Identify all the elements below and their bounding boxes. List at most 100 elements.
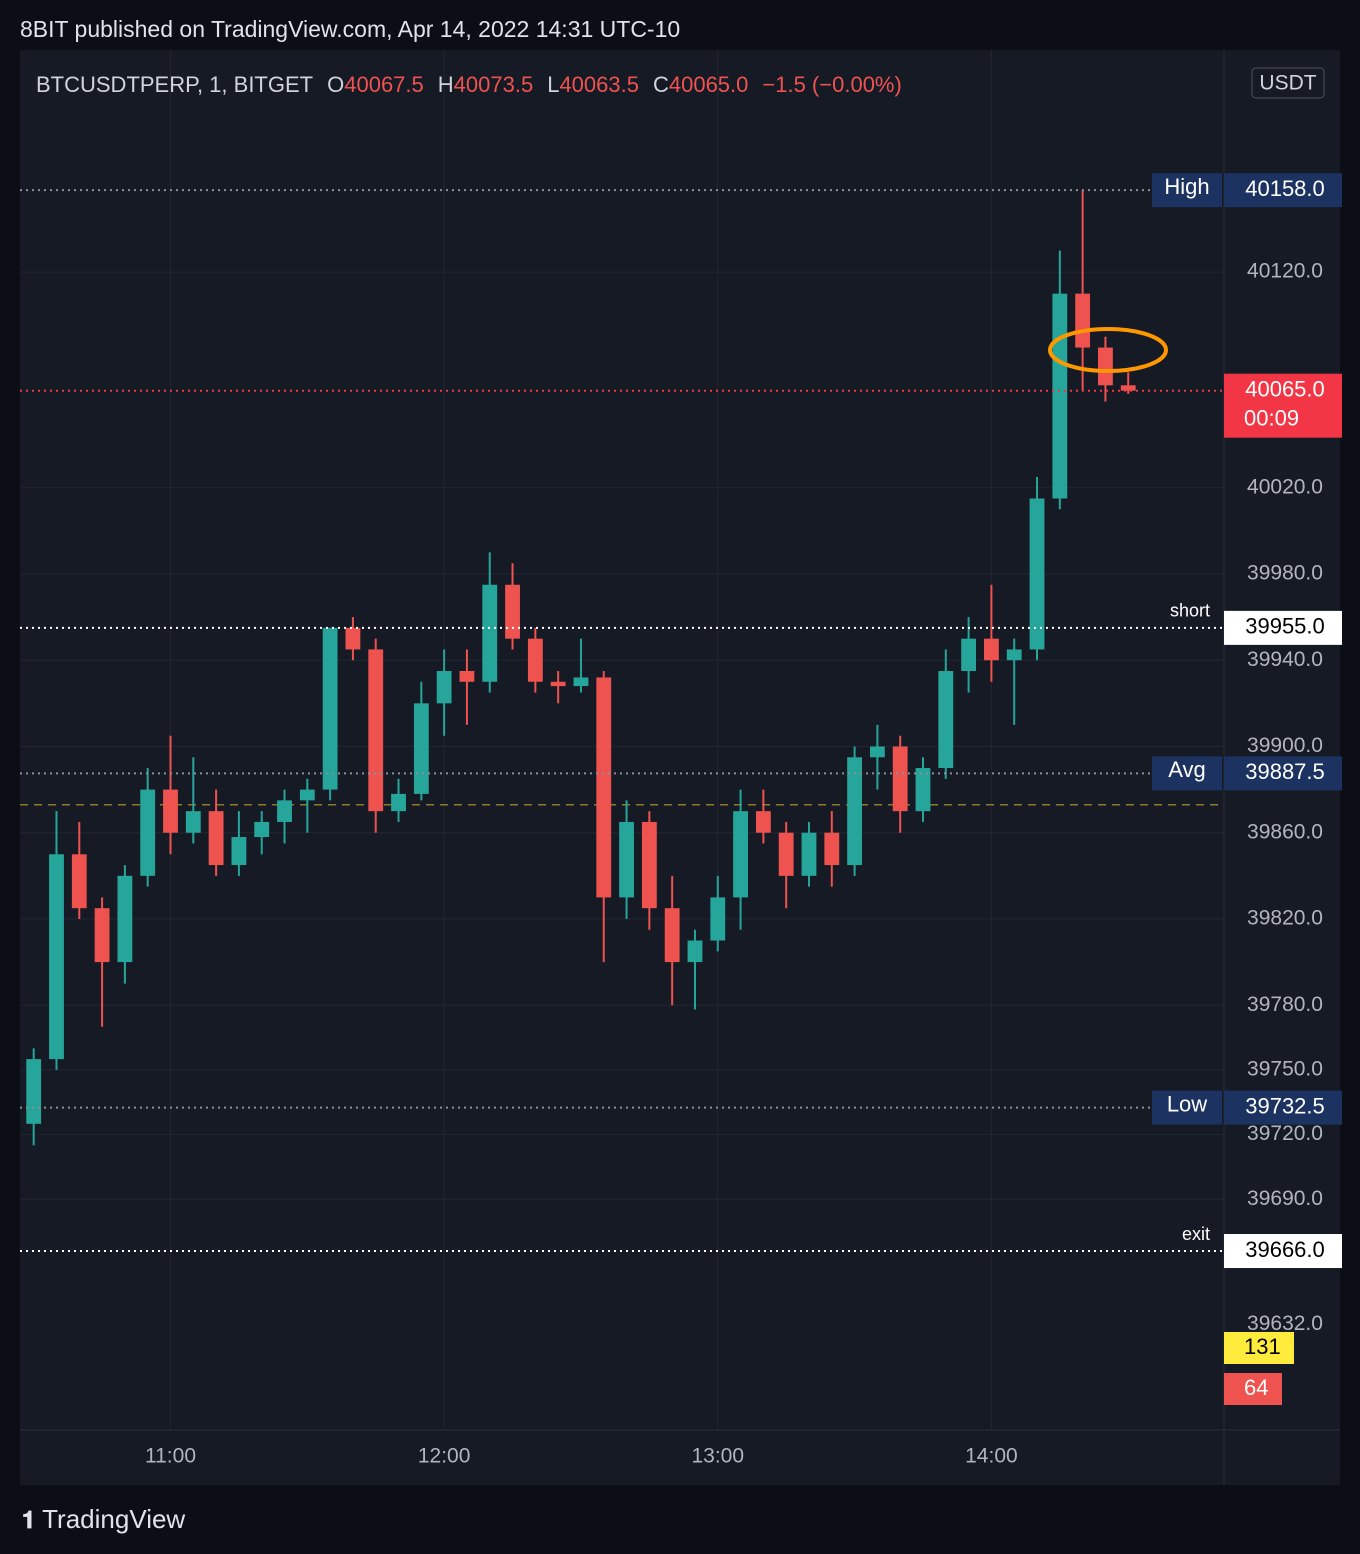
- level-name-badge: [1152, 1090, 1222, 1125]
- volume-badge: [1224, 1332, 1294, 1364]
- ohlc-value: 40067.5: [344, 72, 424, 97]
- candle-body: [687, 940, 703, 963]
- candle-body: [1098, 347, 1113, 386]
- candle-body: [1052, 293, 1068, 499]
- x-tick-label: 13:00: [691, 1445, 744, 1468]
- level-value: 39955.0: [1245, 614, 1325, 639]
- candle-body: [505, 584, 520, 639]
- candle-body: [94, 908, 110, 963]
- volume-label: 131: [1244, 1334, 1281, 1359]
- y-tick-label: 39900.0: [1247, 734, 1323, 757]
- y-tick-label: 39940.0: [1247, 648, 1323, 671]
- y-tick-label: 39980.0: [1247, 562, 1323, 585]
- candle-body: [824, 832, 840, 866]
- x-tick-label: 12:00: [418, 1445, 471, 1468]
- candle-body: [550, 681, 566, 687]
- candle-body: [140, 789, 156, 876]
- level-name: short: [1170, 601, 1210, 621]
- candle-body: [322, 627, 338, 790]
- candle-body: [938, 671, 954, 769]
- level-badge: [1224, 756, 1342, 791]
- level-value: 40065.0: [1245, 377, 1325, 402]
- currency-badge: [1251, 67, 1325, 99]
- level-badge: [1224, 1090, 1342, 1125]
- level-name: High: [1164, 174, 1209, 199]
- y-tick-label: 40020.0: [1247, 475, 1323, 498]
- candle-body: [163, 789, 178, 833]
- candle-body: [778, 832, 794, 876]
- y-tick-label: 39820.0: [1247, 907, 1323, 930]
- candle-body: [733, 811, 748, 898]
- candle-body: [664, 908, 680, 963]
- y-tick-label: 39860.0: [1247, 820, 1323, 843]
- candle-body: [1120, 385, 1136, 391]
- level-value: 39732.5: [1245, 1093, 1325, 1118]
- ohlc-value: 40063.5: [559, 72, 639, 97]
- candle-body: [254, 821, 270, 838]
- x-tick-label: 14:00: [965, 1445, 1018, 1468]
- chart-background: [20, 50, 1340, 1485]
- highlight-ellipse: [1048, 327, 1168, 373]
- y-tick-label: 40120.0: [1247, 260, 1323, 283]
- candle-body: [1029, 498, 1045, 650]
- candle-body: [277, 800, 292, 822]
- candle-body: [1006, 649, 1022, 661]
- level-countdown: 00:09: [1244, 406, 1299, 431]
- y-tick-label: 39632.0: [1247, 1312, 1323, 1335]
- candle-body: [527, 638, 543, 682]
- candle-body: [71, 854, 87, 909]
- level-badge: [1224, 173, 1342, 208]
- level-name: Low: [1167, 1091, 1207, 1116]
- candle-body: [413, 703, 429, 794]
- level-badge: [1224, 1234, 1342, 1269]
- candle-body: [436, 671, 452, 704]
- level-name-badge: [1152, 173, 1222, 208]
- y-tick-label: 39750.0: [1247, 1057, 1323, 1080]
- level-value: 39666.0: [1245, 1237, 1325, 1262]
- x-tick-label: 11:00: [145, 1445, 196, 1468]
- brand: 𝟏 TradingView: [22, 1504, 186, 1534]
- candle-body: [641, 821, 657, 909]
- candle-body: [26, 1059, 42, 1124]
- candle-body: [1075, 293, 1091, 348]
- candle-body: [299, 789, 315, 801]
- candle-body: [596, 677, 612, 898]
- y-tick-label: 39780.0: [1247, 993, 1323, 1016]
- volume-label: 64: [1244, 1375, 1268, 1400]
- candle-body: [915, 768, 931, 812]
- candle-body: [961, 638, 977, 671]
- candle-body: [185, 811, 201, 833]
- publish-title: 8BIT published on TradingView.com, Apr 1…: [20, 16, 681, 42]
- level-name: exit: [1182, 1224, 1210, 1244]
- candle-body: [801, 832, 817, 876]
- ohlc-prefix: L: [547, 72, 560, 97]
- candle-body: [49, 854, 64, 1060]
- symbol: BTCUSDTPERP, 1, BITGET: [36, 72, 314, 97]
- change: −1.5 (−0.00%): [762, 72, 902, 97]
- brand-text: TradingView: [42, 1504, 186, 1534]
- candle-body: [755, 811, 771, 833]
- level-badge: [1224, 373, 1342, 438]
- ohlc-prefix: O: [327, 72, 345, 97]
- candle-body: [482, 584, 498, 682]
- candle-body: [117, 875, 133, 963]
- candle-body: [459, 671, 475, 682]
- candle-body: [619, 821, 634, 898]
- ohlc-prefix: C: [652, 72, 669, 97]
- candle-body: [208, 811, 224, 866]
- candle-body: [391, 793, 406, 812]
- candle-body: [869, 746, 885, 758]
- candle-body: [847, 757, 863, 866]
- volume-badge: [1224, 1373, 1282, 1405]
- level-name: Avg: [1168, 757, 1206, 782]
- candle-body: [710, 897, 726, 941]
- candle-body: [368, 649, 384, 812]
- ohlc-legend: BTCUSDTPERP, 1, BITGET O40067.5 H40073.5 L4…: [36, 72, 902, 98]
- currency-label: USDT: [1259, 72, 1316, 95]
- level-name-badge: [1152, 756, 1222, 791]
- candle-body: [345, 627, 361, 650]
- level-value: 40158.0: [1245, 176, 1325, 201]
- ohlc-value: 40065.0: [668, 72, 749, 97]
